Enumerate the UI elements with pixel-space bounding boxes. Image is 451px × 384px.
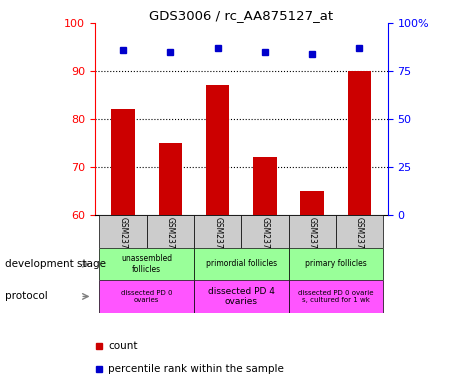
Text: dissected PD 4
ovaries: dissected PD 4 ovaries [208,287,275,306]
Bar [99,248,194,280]
Text: development stage: development stage [5,259,106,269]
Text: GSM237015: GSM237015 [213,217,222,263]
Bar [336,215,383,248]
Bar [206,85,230,215]
Bar [194,215,241,248]
Text: GSM237018: GSM237018 [355,217,364,263]
Text: GSM237017: GSM237017 [308,217,317,263]
Text: unassembled
follicles: unassembled follicles [121,254,172,274]
Text: protocol: protocol [5,291,47,301]
Text: GSM237014: GSM237014 [166,217,175,263]
Bar [300,191,324,215]
Text: count: count [108,341,138,351]
Bar [111,109,135,215]
Bar [99,215,147,248]
Bar [289,215,336,248]
Bar [194,280,289,313]
Text: primordial follicles: primordial follicles [206,260,277,268]
Bar [159,143,182,215]
Text: GSM237016: GSM237016 [260,217,269,263]
Title: GDS3006 / rc_AA875127_at: GDS3006 / rc_AA875127_at [149,9,333,22]
Text: dissected PD 0
ovaries: dissected PD 0 ovaries [121,290,172,303]
Bar [348,71,371,215]
Bar [253,157,277,215]
Bar [99,280,194,313]
Text: dissected PD 0 ovarie
s, cultured for 1 wk: dissected PD 0 ovarie s, cultured for 1 … [298,290,373,303]
Bar [289,248,383,280]
Bar [194,248,289,280]
Text: primary follicles: primary follicles [305,260,367,268]
Bar [289,280,383,313]
Bar [241,215,289,248]
Text: percentile rank within the sample: percentile rank within the sample [108,364,284,374]
Bar [147,215,194,248]
Text: GSM237013: GSM237013 [119,217,128,263]
